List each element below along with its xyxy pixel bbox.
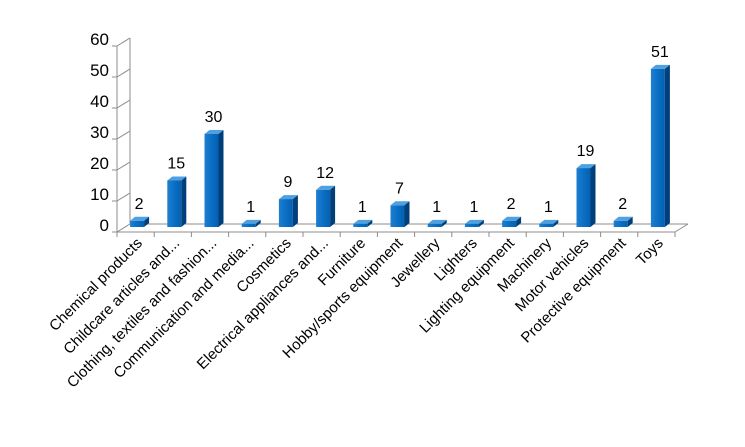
bar-front xyxy=(650,68,665,228)
bar xyxy=(167,176,187,227)
bar-side xyxy=(292,195,298,227)
y-tick-label: 50 xyxy=(90,61,109,80)
y-tick-label: 40 xyxy=(90,92,109,111)
bar-side xyxy=(441,219,447,227)
bar-top xyxy=(130,216,150,221)
y-axis-ticks: 0 10 20 30 40 50 60 xyxy=(90,30,131,235)
bar xyxy=(278,195,298,227)
bar xyxy=(241,219,261,227)
y-tick-mark xyxy=(116,68,131,78)
bar xyxy=(464,219,484,227)
bar-side xyxy=(478,219,484,227)
y-tick-mark xyxy=(116,161,131,171)
bar-front xyxy=(130,220,145,227)
bar xyxy=(316,185,336,227)
bar-front xyxy=(316,189,331,227)
bar-front xyxy=(464,223,479,227)
bar-front xyxy=(241,223,256,227)
bar-top xyxy=(502,216,522,221)
data-label: 1 xyxy=(246,199,255,216)
bar-top xyxy=(650,64,670,69)
bar-side xyxy=(664,64,670,228)
data-label: 9 xyxy=(283,174,292,191)
y-tick-label: 10 xyxy=(90,185,109,204)
data-label: 2 xyxy=(507,196,516,213)
bar-side xyxy=(516,216,522,227)
bar-side xyxy=(627,216,633,227)
bar xyxy=(613,216,633,227)
data-label: 51 xyxy=(651,44,669,61)
bar-top xyxy=(427,219,447,224)
y-tick-mark xyxy=(116,99,131,109)
bar-front xyxy=(539,223,554,227)
bar-side xyxy=(330,185,336,227)
x-tick-label: Clothing, textiles and fashion... xyxy=(64,235,220,391)
bar xyxy=(130,216,150,227)
bar-front xyxy=(167,180,182,227)
bar-front xyxy=(390,205,405,227)
data-label: 15 xyxy=(167,156,185,173)
y-tick-label: 20 xyxy=(90,154,109,173)
bar-front xyxy=(613,220,628,227)
bar-top xyxy=(353,219,373,224)
bar-side xyxy=(144,216,150,227)
data-label: 2 xyxy=(618,196,627,213)
bar-side xyxy=(255,219,261,227)
data-label: 1 xyxy=(432,199,441,216)
bar-side xyxy=(218,130,224,227)
bar xyxy=(427,219,447,227)
data-label: 30 xyxy=(205,109,223,126)
floor-right-edge xyxy=(674,223,689,233)
bar-top xyxy=(613,216,633,221)
data-label: 2 xyxy=(135,196,144,213)
bar xyxy=(353,219,373,227)
data-label: 1 xyxy=(469,199,478,216)
bar-front xyxy=(353,223,368,227)
y-tick-label: 60 xyxy=(90,30,109,49)
bar-top xyxy=(204,130,224,134)
bar-top xyxy=(539,219,559,224)
bar-side xyxy=(404,201,410,227)
bars xyxy=(130,64,670,228)
x-tick-label: Toys xyxy=(633,235,667,269)
bar-top xyxy=(241,219,261,224)
bar-side xyxy=(553,219,559,227)
bar xyxy=(650,64,670,228)
data-label: 12 xyxy=(316,165,334,182)
data-label: 1 xyxy=(358,199,367,216)
bar-front xyxy=(278,199,293,227)
bar xyxy=(502,216,522,227)
bar-top xyxy=(167,176,187,181)
bar-top xyxy=(390,201,410,206)
y-tick-label: 30 xyxy=(90,123,109,142)
bar-front xyxy=(576,168,591,227)
bar-side xyxy=(367,219,373,227)
bar-front xyxy=(204,134,219,227)
bar-side xyxy=(181,176,187,227)
data-label: 19 xyxy=(577,143,595,160)
data-label: 1 xyxy=(544,199,553,216)
y-tick-mark xyxy=(116,37,131,47)
bar-front xyxy=(427,223,442,227)
y-tick-mark xyxy=(116,223,131,233)
data-label: 7 xyxy=(395,180,404,197)
bar-top xyxy=(464,219,484,224)
y-tick-mark xyxy=(116,192,131,202)
bar-top xyxy=(576,164,596,169)
bar xyxy=(576,164,596,227)
bar xyxy=(539,219,559,227)
bar-side xyxy=(590,164,596,227)
bar-top xyxy=(278,195,298,200)
bar-top xyxy=(316,185,336,190)
y-tick-label: 0 xyxy=(100,216,109,235)
bar-front xyxy=(502,220,517,227)
bar xyxy=(204,130,224,227)
bar xyxy=(390,201,410,227)
y-tick-mark xyxy=(116,130,131,140)
